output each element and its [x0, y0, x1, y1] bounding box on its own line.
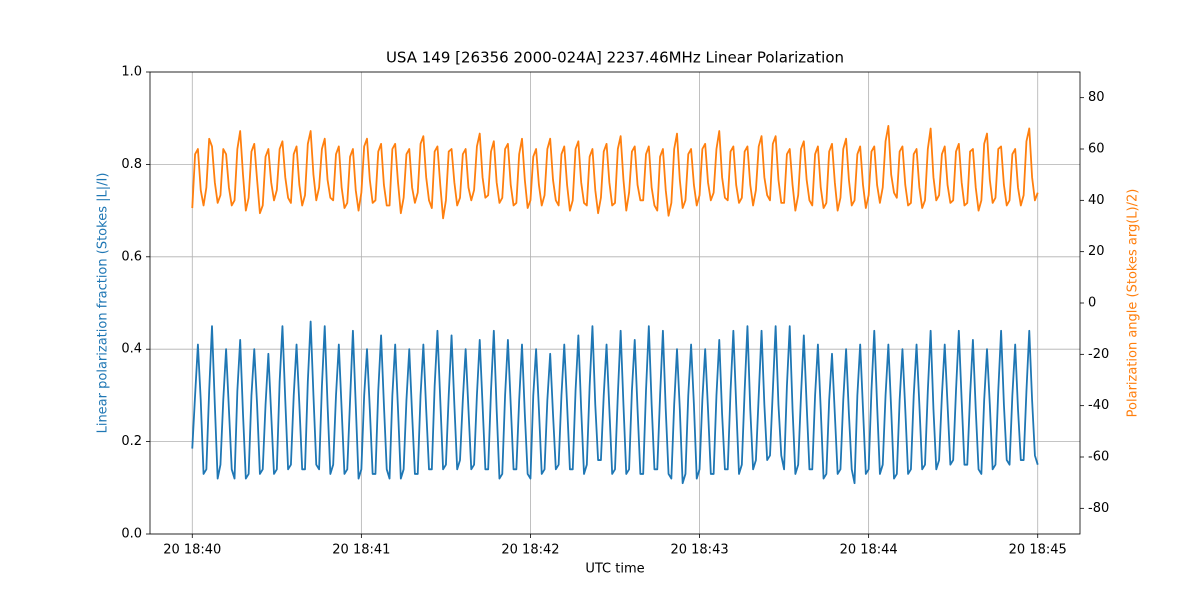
chart-title: USA 149 [26356 2000-024A] 2237.46MHz Lin…: [386, 49, 844, 67]
y2-tick-label: 40: [1088, 193, 1105, 208]
y-tick-label: 0.4: [121, 342, 142, 357]
series-line: [191, 320, 1039, 485]
y2-tick-label: 20: [1088, 244, 1105, 259]
y-tick-label: 0.0: [121, 527, 142, 542]
y2-tick-label: -80: [1088, 501, 1109, 516]
y-tick-label: 0.2: [121, 434, 142, 449]
y2-axis-label: Polarization angle (Stokes arg(L)/2): [1126, 189, 1141, 418]
x-tick-label: 20 18:45: [1009, 543, 1067, 558]
y-tick-label: 0.6: [121, 249, 142, 264]
plot-area: [191, 125, 1039, 485]
y2-tick-label: 0: [1088, 296, 1096, 311]
x-tick-label: 20 18:43: [670, 543, 728, 558]
series-line: [191, 125, 1039, 220]
y2-tick-label: 80: [1088, 90, 1105, 105]
x-axis-label: UTC time: [585, 562, 644, 577]
y-tick-label: 0.8: [121, 157, 142, 172]
y2-tick-label: -60: [1088, 450, 1109, 465]
x-tick-label: 20 18:40: [163, 543, 221, 558]
y2-tick-label: -20: [1088, 347, 1109, 362]
x-tick-label: 20 18:44: [840, 543, 898, 558]
y2-tick-label: 60: [1088, 142, 1105, 157]
x-tick-label: 20 18:42: [501, 543, 559, 558]
x-tick-label: 20 18:41: [332, 543, 390, 558]
y-axis-label: Linear polarization fraction (Stokes |L|…: [96, 173, 111, 434]
y-tick-label: 1.0: [121, 65, 142, 80]
y2-tick-label: -40: [1088, 398, 1109, 413]
